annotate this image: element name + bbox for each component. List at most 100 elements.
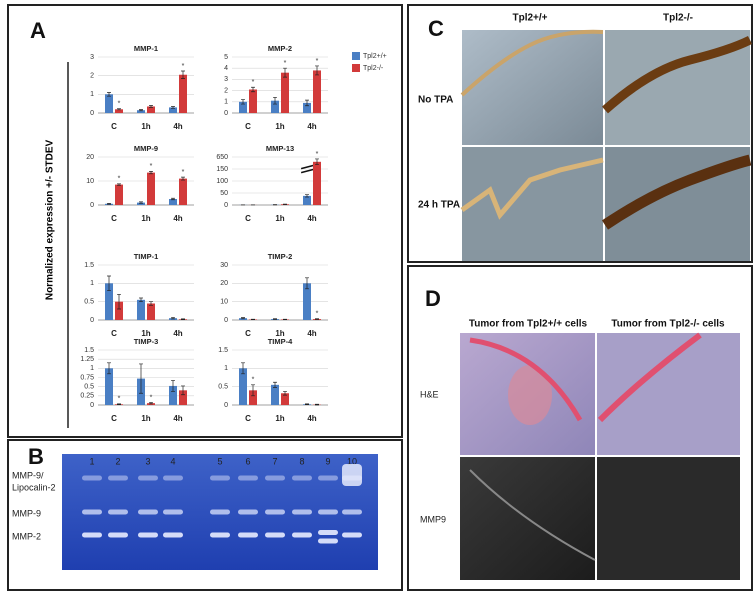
significance-marker: *: [316, 311, 319, 318]
x-tick-label: 1h: [141, 122, 150, 131]
legend: Tpl2+/+ Tpl2-/-: [352, 52, 387, 72]
error-bar: [283, 67, 287, 78]
bar: [303, 195, 311, 205]
x-tick-label: C: [111, 122, 117, 131]
error-bar: [315, 158, 319, 166]
gel-band: [342, 532, 362, 538]
y-tick-label: 4: [224, 65, 228, 72]
y-tick-label: 30: [220, 262, 228, 269]
panel-d-labels: Tumor from Tpl2+/+ cells Tumor from Tpl2-…: [420, 319, 725, 525]
gel-band: [82, 475, 102, 481]
bar: [169, 107, 177, 113]
significance-marker: *: [182, 169, 185, 176]
bar: [239, 101, 247, 113]
significance-marker: *: [316, 151, 319, 158]
x-tick-label: C: [245, 329, 251, 338]
gel-band: [138, 475, 158, 481]
chart-title: MMP-1: [134, 44, 158, 53]
bar: [249, 89, 257, 113]
y-tick-label: 10: [86, 178, 94, 185]
y-tick-label: 10: [220, 299, 228, 306]
x-tick-label: 4h: [307, 414, 316, 423]
y-tick-label: 150: [216, 166, 228, 173]
significance-marker: *: [252, 79, 255, 86]
bar: [303, 283, 311, 320]
gel-band: [82, 509, 102, 515]
column-header: Tpl2-/-: [663, 13, 693, 24]
error-bar: [241, 362, 245, 375]
panel-label: C: [428, 16, 444, 41]
error-bar: [171, 106, 175, 109]
gel-band: [292, 532, 312, 538]
lane-number: 6: [245, 456, 250, 466]
x-tick-label: 1h: [275, 329, 284, 338]
gel: 1 2 3 4 5 6 7 8 9 10 MMP-9/Lipocalin-2 MMP-9 MMP-2: [12, 456, 362, 544]
error-bar: [117, 183, 121, 186]
y-tick-label: 2: [224, 87, 228, 94]
bar: [179, 74, 187, 113]
y-tick-label: 1.5: [84, 262, 94, 269]
bar: [169, 385, 177, 405]
band-label: MMP-2: [12, 531, 41, 541]
gel-band: [265, 475, 285, 481]
error-bar: [117, 108, 121, 111]
gel-band: [82, 532, 102, 538]
significance-marker: *: [118, 396, 121, 403]
x-tick-label: C: [111, 329, 117, 338]
error-bar: [117, 403, 121, 405]
x-tick-label: C: [111, 214, 117, 223]
x-tick-label: 1h: [141, 329, 150, 338]
error-bar: [305, 277, 309, 290]
y-tick-label: 0: [90, 402, 94, 409]
gel-band: [210, 475, 230, 481]
x-tick-label: 4h: [173, 214, 182, 223]
error-bar: [241, 317, 245, 320]
significance-marker: *: [252, 377, 255, 384]
error-bar: [107, 362, 111, 375]
y-tick-label: 1.5: [84, 347, 94, 354]
error-bar: [251, 86, 255, 93]
bar: [281, 72, 289, 113]
error-bar: [305, 194, 309, 198]
error-bar: [315, 403, 319, 406]
y-tick-label: 0.75: [80, 374, 94, 381]
panel-label: A: [30, 18, 46, 43]
bar: [105, 283, 113, 320]
gel-band: [318, 475, 338, 481]
error-bar: [139, 363, 143, 394]
gel-band: [265, 509, 285, 515]
significance-marker: *: [150, 163, 153, 170]
x-tick-label: C: [245, 122, 251, 131]
y-tick-label: 100: [216, 178, 228, 185]
bar: [169, 199, 177, 205]
error-bar: [149, 402, 153, 405]
significance-marker: *: [316, 58, 319, 65]
row-label: No TPA: [418, 95, 453, 106]
lane-number: 8: [299, 456, 304, 466]
gel-band: [342, 509, 362, 515]
gel-band: [210, 532, 230, 538]
bar: [303, 102, 311, 113]
x-tick-label: 4h: [307, 122, 316, 131]
y-tick-label: 0: [90, 110, 94, 117]
legend-swatch: [352, 52, 360, 60]
panel-a-frame: [7, 4, 403, 438]
y-tick-label: 3: [224, 76, 228, 83]
bar: [105, 368, 113, 405]
chart-title: MMP-13: [266, 144, 294, 153]
bar: [137, 110, 145, 113]
x-tick-label: 1h: [275, 214, 284, 223]
band-label: MMP-9: [12, 508, 41, 518]
bar: [313, 70, 321, 113]
lane-number: 1: [89, 456, 94, 466]
error-bar: [171, 317, 175, 320]
lane-number: 7: [272, 456, 277, 466]
panel-c-labels: Tpl2+/+ Tpl2-/- No TPA 24 h TPA: [418, 13, 693, 211]
error-bar: [149, 301, 153, 306]
chart-title: MMP-2: [268, 44, 292, 53]
x-tick-label: 4h: [307, 214, 316, 223]
y-tick-label: 1.25: [80, 356, 94, 363]
gel-band: [292, 475, 312, 481]
y-tick-label: 1.5: [218, 347, 228, 354]
